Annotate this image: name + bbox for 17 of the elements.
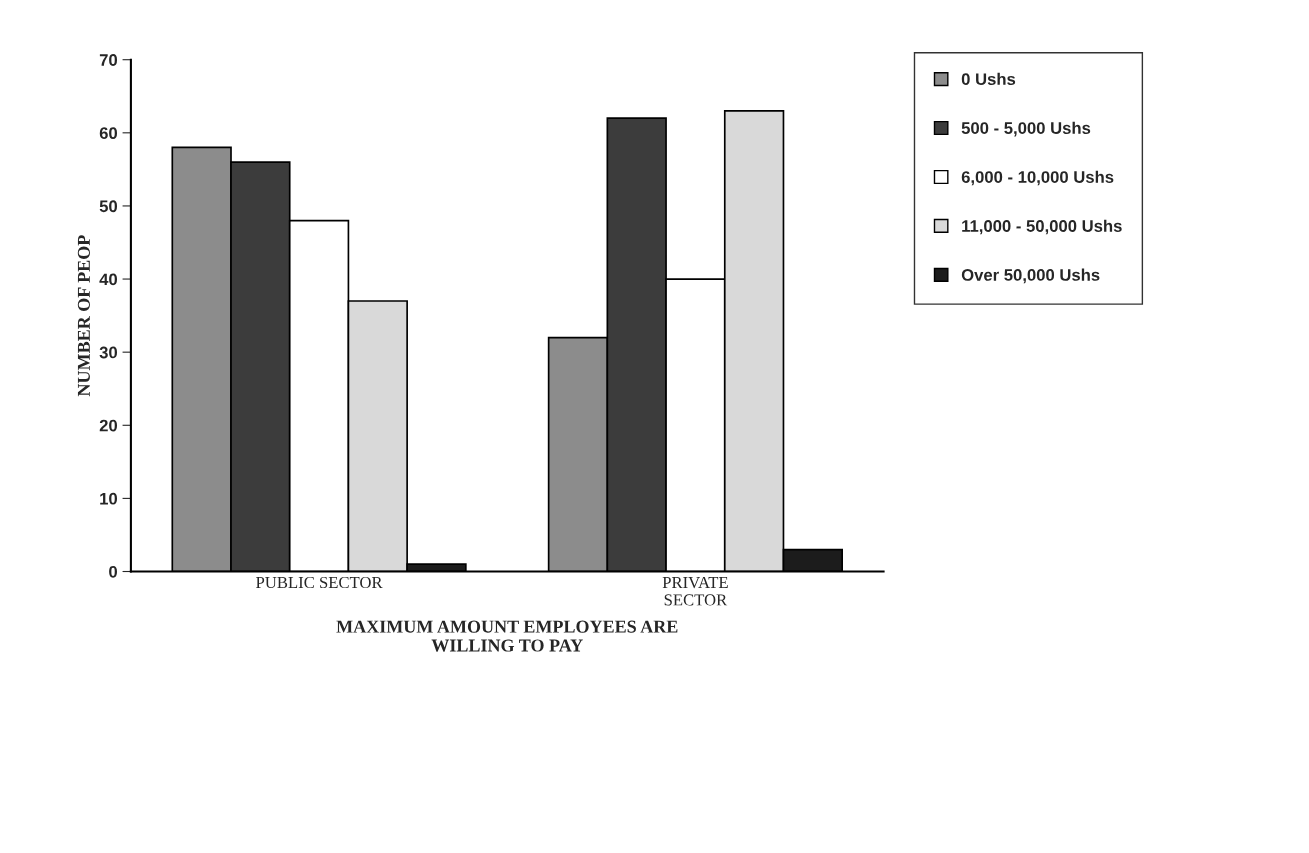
legend-label: 11,000 - 50,000 Ushs xyxy=(962,219,1122,235)
y-tick-label: 60 xyxy=(99,127,118,140)
y-tick-label: 40 xyxy=(99,273,118,286)
y-tick-label: 30 xyxy=(99,346,118,359)
y-axis-title: NUMBER OF PEOP xyxy=(77,235,90,397)
y-tick-label: 70 xyxy=(99,54,118,66)
y-tick-label: 0 xyxy=(109,565,118,578)
x-axis-title: MAXIMUM AMOUNT EMPLOYEES ARE WILLING TO PAY xyxy=(336,620,678,652)
legend-label: 500 - 5,000 Ushs xyxy=(961,121,1091,137)
x-tick-label: PRIVATE SECTOR xyxy=(662,576,728,606)
y-tick-label: 10 xyxy=(100,492,118,505)
legend-label: 0 Ushs xyxy=(961,72,1016,86)
legend-label: 6,000 - 10,000 Ushs xyxy=(961,170,1114,186)
legend-label: Over 50,000 Ushs xyxy=(961,268,1100,284)
y-tick-label: 50 xyxy=(99,200,118,213)
x-tick-label: PUBLIC SECTOR xyxy=(256,576,383,589)
y-tick-label: 20 xyxy=(99,419,118,432)
